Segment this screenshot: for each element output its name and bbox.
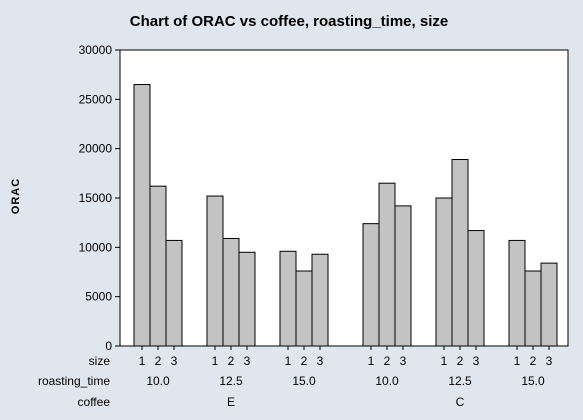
size-tick-label: 3	[244, 354, 251, 368]
bar	[378, 182, 396, 347]
roasting-time-label: 12.5	[219, 374, 243, 388]
size-tick-label: 3	[171, 354, 178, 368]
size-tick-label: 1	[285, 354, 292, 368]
bar	[394, 205, 412, 347]
bar	[165, 239, 183, 347]
y-axis-label: ORAC	[10, 178, 22, 214]
roasting-time-label: 10.0	[375, 374, 399, 388]
coffee-label: E	[227, 395, 235, 409]
size-tick-label: 3	[400, 354, 407, 368]
size-tick-label: 3	[546, 354, 553, 368]
y-tick-label: 10000	[79, 240, 113, 254]
size-tick-label: 1	[212, 354, 219, 368]
bar	[295, 270, 313, 347]
bar	[149, 185, 167, 347]
size-tick-label: 1	[514, 354, 521, 368]
size-tick-label: 2	[530, 354, 537, 368]
y-tick-label: 15000	[79, 191, 113, 205]
bar	[540, 262, 558, 347]
roasting-time-label: 15.0	[292, 374, 316, 388]
bar	[238, 251, 256, 347]
y-tick-label: 30000	[79, 43, 113, 57]
size-tick-label: 2	[228, 354, 235, 368]
roasting-time-label: 10.0	[146, 374, 170, 388]
y-tick-label: 20000	[79, 142, 113, 156]
roasting-time-label: 15.0	[521, 374, 545, 388]
size-tick-label: 3	[473, 354, 480, 368]
bar	[279, 250, 297, 347]
coffee-label: C	[456, 395, 465, 409]
size-tick-label: 1	[441, 354, 448, 368]
bar	[206, 195, 224, 347]
bar	[524, 270, 542, 347]
roasting-time-label: 12.5	[448, 374, 472, 388]
size-tick-label: 2	[457, 354, 464, 368]
size-tick-label: 3	[317, 354, 324, 368]
bar	[222, 237, 240, 347]
y-tick-label: 25000	[79, 92, 113, 106]
bar	[508, 239, 526, 347]
bar	[311, 253, 329, 347]
size-tick-label: 2	[155, 354, 162, 368]
y-tick-label: 0	[105, 339, 112, 353]
y-tick-label: 5000	[85, 290, 112, 304]
bar	[362, 223, 380, 347]
x-row-label: coffee	[78, 395, 111, 409]
chart-title: Chart of ORAC vs coffee, roasting_time, …	[130, 13, 448, 30]
size-tick-label: 2	[384, 354, 391, 368]
size-tick-label: 1	[368, 354, 375, 368]
x-row-label: roasting_time	[38, 374, 110, 388]
size-tick-label: 2	[301, 354, 308, 368]
bar	[467, 230, 485, 347]
size-tick-label: 1	[139, 354, 146, 368]
bar	[435, 197, 453, 347]
y-axis: 0 5000 10000 15000 20000 25000 30000	[79, 43, 120, 353]
plot-area	[119, 49, 569, 347]
bar	[451, 159, 469, 347]
bars	[133, 84, 558, 347]
x-row-label: size	[89, 354, 111, 368]
bar	[133, 84, 151, 347]
